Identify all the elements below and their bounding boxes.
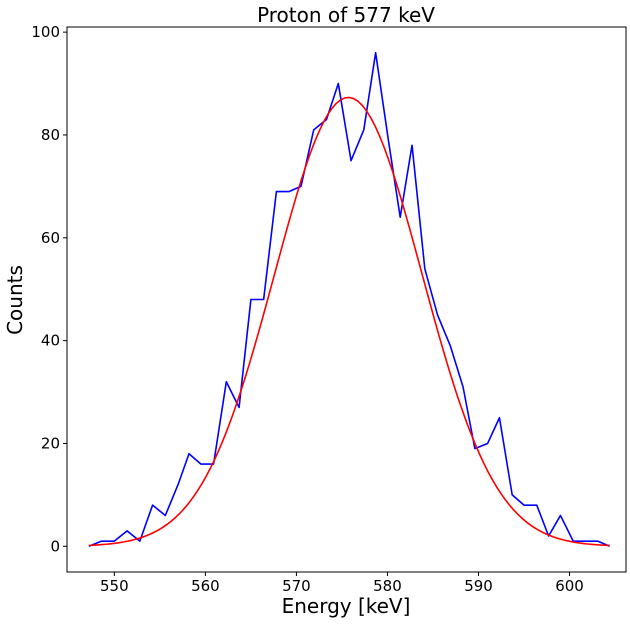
y-tick-label: 60 [41,229,60,247]
fit-curve [88,96,610,547]
chart-title: Proton of 577 keV [257,3,435,27]
x-tick-label: 550 [100,577,129,595]
y-tick-label: 100 [31,23,60,41]
x-tick-label: 580 [373,577,402,595]
y-tick-label: 80 [41,126,60,144]
y-tick-label: 20 [41,434,60,452]
y-tick-label: 40 [41,332,60,350]
x-tick-label: 570 [282,577,311,595]
y-axis: 0 20 40 60 80 100 [31,23,67,555]
x-axis-label: Energy [keV] [282,594,411,618]
series-layer [88,51,610,548]
y-tick-label: 0 [50,537,60,555]
y-axis-label: Counts [3,265,27,335]
plot-area [66,26,627,573]
x-axis: 550 560 570 580 590 600 [100,572,584,595]
x-tick-label: 600 [555,577,584,595]
x-tick-label: 590 [464,577,493,595]
data-line [88,51,610,548]
x-tick-label: 560 [191,577,220,595]
